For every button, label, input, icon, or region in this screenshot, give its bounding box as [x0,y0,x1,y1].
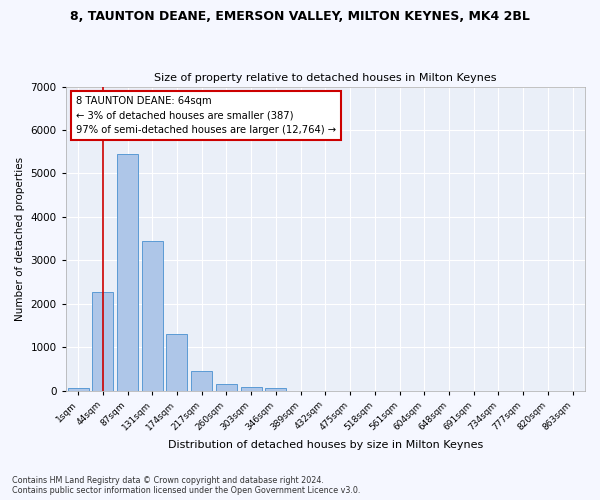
Bar [265,388,286,390]
Bar [216,384,237,390]
Bar [117,154,138,390]
Bar [68,388,89,390]
Bar [191,370,212,390]
X-axis label: Distribution of detached houses by size in Milton Keynes: Distribution of detached houses by size … [168,440,483,450]
Bar [142,240,163,390]
Text: 8, TAUNTON DEANE, EMERSON VALLEY, MILTON KEYNES, MK4 2BL: 8, TAUNTON DEANE, EMERSON VALLEY, MILTON… [70,10,530,23]
Text: 8 TAUNTON DEANE: 64sqm
← 3% of detached houses are smaller (387)
97% of semi-det: 8 TAUNTON DEANE: 64sqm ← 3% of detached … [76,96,336,136]
Text: Contains HM Land Registry data © Crown copyright and database right 2024.
Contai: Contains HM Land Registry data © Crown c… [12,476,361,495]
Title: Size of property relative to detached houses in Milton Keynes: Size of property relative to detached ho… [154,73,497,83]
Bar [166,334,187,390]
Y-axis label: Number of detached properties: Number of detached properties [15,156,25,320]
Bar [92,292,113,390]
Bar [241,387,262,390]
